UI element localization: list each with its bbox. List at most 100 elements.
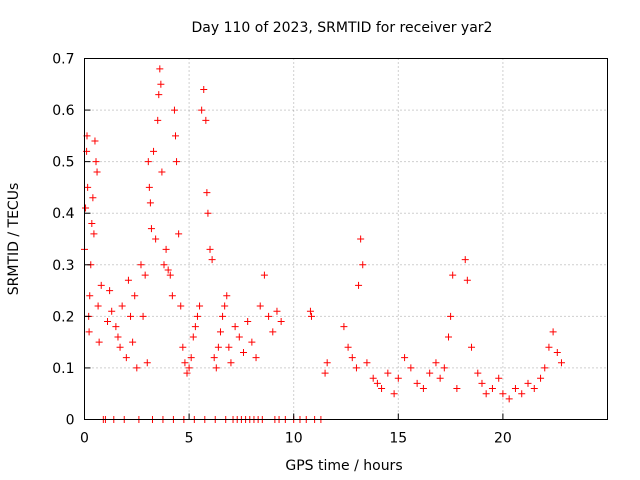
data-point: [244, 318, 252, 326]
data-point: [436, 374, 444, 382]
data-point: [92, 158, 100, 166]
data-point: [511, 385, 519, 393]
data-point: [344, 343, 352, 351]
data-point: [187, 354, 195, 362]
y-tick-label: 0.7: [52, 52, 74, 68]
data-point: [164, 266, 172, 274]
data-point: [91, 137, 99, 145]
x-tick-label: 15: [389, 431, 407, 447]
data-point: [426, 369, 434, 377]
data-point: [172, 132, 180, 140]
y-tick-label: 0.1: [52, 361, 74, 377]
data-point: [84, 183, 92, 191]
data-point: [183, 369, 191, 377]
data-point: [162, 245, 170, 253]
data-point: [407, 364, 415, 372]
data-point: [204, 209, 212, 217]
data-point: [158, 168, 166, 176]
data-markers: [81, 65, 565, 423]
data-point: [139, 312, 147, 320]
data-point: [82, 204, 90, 212]
data-point: [155, 91, 163, 99]
data-point: [170, 106, 178, 114]
data-point: [269, 328, 277, 336]
data-point: [499, 390, 507, 398]
data-point: [89, 194, 97, 202]
data-point: [323, 359, 331, 367]
data-point: [401, 354, 409, 362]
data-point: [369, 374, 377, 382]
data-point: [231, 323, 239, 331]
data-point: [461, 256, 469, 264]
data-point: [474, 369, 482, 377]
data-point: [198, 106, 206, 114]
data-point: [252, 354, 260, 362]
data-point: [373, 379, 381, 387]
data-point: [181, 359, 189, 367]
chart-title: Day 110 of 2023, SRMTID for receiver yar…: [192, 20, 493, 36]
data-point: [116, 343, 124, 351]
data-point: [202, 116, 210, 124]
data-point: [384, 369, 392, 377]
data-point: [177, 302, 185, 310]
data-point: [537, 374, 545, 382]
data-point: [355, 281, 363, 289]
y-tick-label: 0.5: [52, 155, 74, 171]
data-point: [557, 359, 565, 367]
data-point: [93, 168, 101, 176]
x-tick-label: 20: [494, 431, 512, 447]
data-point: [348, 354, 356, 362]
data-point: [363, 359, 371, 367]
data-point: [352, 364, 360, 372]
data-point: [256, 302, 264, 310]
data-point: [137, 261, 145, 269]
data-point: [95, 338, 103, 346]
data-point: [152, 235, 160, 243]
data-point: [449, 271, 457, 279]
data-point: [144, 158, 152, 166]
data-point: [206, 245, 214, 253]
data-point: [108, 307, 116, 315]
data-point: [191, 323, 199, 331]
data-point: [359, 261, 367, 269]
data-point: [122, 354, 130, 362]
data-point: [146, 199, 154, 207]
data-point: [541, 364, 549, 372]
data-point: [157, 80, 165, 88]
data-point: [214, 343, 222, 351]
x-tick-label: 10: [285, 431, 303, 447]
data-point: [168, 292, 176, 300]
data-point: [530, 385, 538, 393]
data-point: [495, 374, 503, 382]
data-point: [94, 302, 102, 310]
data-point: [208, 256, 216, 264]
data-point: [357, 235, 365, 243]
data-point: [307, 312, 315, 320]
data-point: [189, 333, 197, 341]
data-point: [463, 276, 471, 284]
data-point: [145, 183, 153, 191]
data-point: [118, 302, 126, 310]
data-point: [321, 369, 329, 377]
y-axis-ticks: 0 0.1 0.2 0.3 0.4 0.5 0.6 0.7: [52, 52, 91, 429]
x-axis-ticks: 0 5 10 15 20: [80, 413, 512, 447]
data-point: [173, 158, 181, 166]
data-point: [156, 65, 164, 73]
data-point: [265, 312, 273, 320]
data-point: [127, 312, 135, 320]
data-point: [239, 348, 247, 356]
data-point: [468, 343, 476, 351]
gridlines: [84, 58, 608, 420]
data-point: [200, 85, 208, 93]
data-point: [225, 343, 233, 351]
x-tick-label: 0: [80, 431, 89, 447]
y-tick-label: 0.3: [52, 258, 74, 274]
data-point: [166, 271, 174, 279]
data-point: [124, 276, 132, 284]
data-point: [196, 302, 204, 310]
x-axis-label: GPS time / hours: [285, 458, 402, 474]
data-point: [394, 374, 402, 382]
data-point: [549, 328, 557, 336]
data-point: [141, 271, 149, 279]
data-point: [114, 333, 122, 341]
